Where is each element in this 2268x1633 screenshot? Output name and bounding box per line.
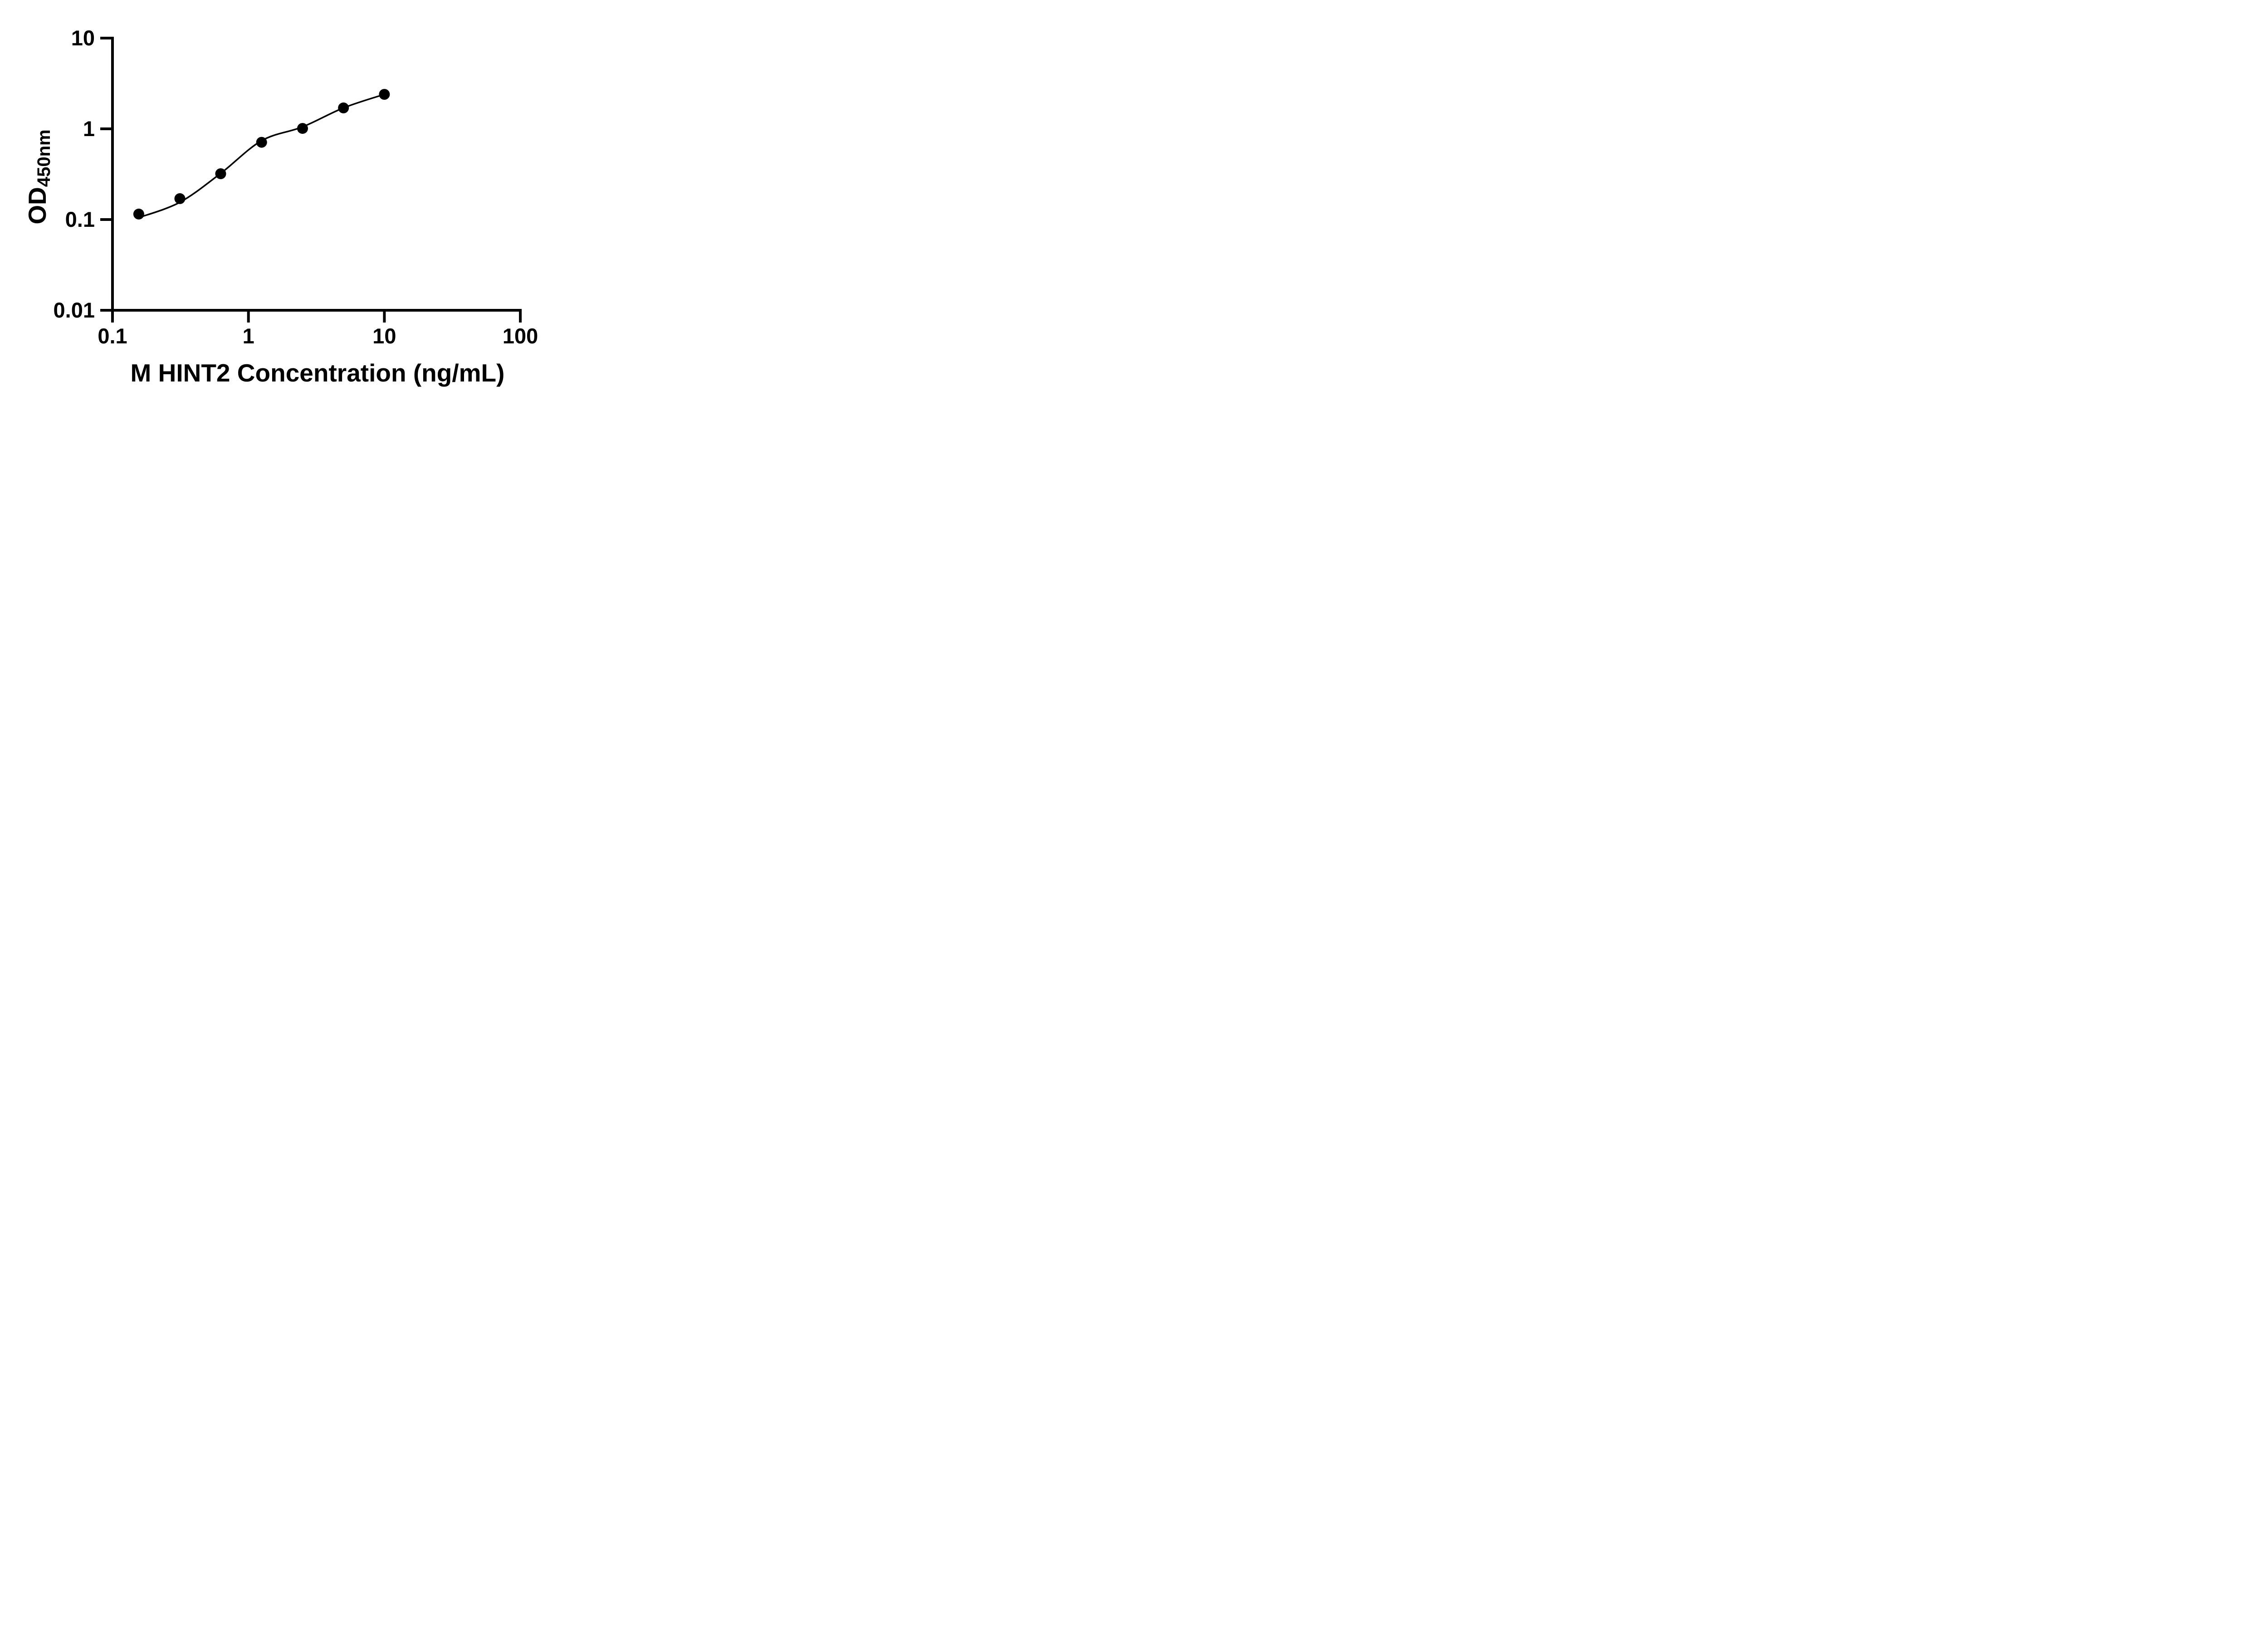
data-point-marker — [379, 89, 390, 100]
x-tick-label: 100 — [503, 324, 538, 348]
y-tick-label: 10 — [71, 26, 95, 50]
data-point-marker — [133, 208, 144, 220]
y-axis-title-subscript: 450nm — [34, 129, 54, 187]
x-tick-label: 0.1 — [98, 324, 127, 348]
data-point-marker — [297, 123, 308, 134]
elisa-standard-curve-figure: 10 1 0.1 0.01 0.1 1 10 100 M HINT2 Concentratio… — [0, 0, 583, 408]
y-tick-label: 0.01 — [54, 298, 95, 322]
data-point-marker — [338, 102, 349, 113]
y-tick-label: 0.1 — [65, 207, 95, 231]
data-point-marker — [215, 168, 226, 179]
x-tick-label: 1 — [243, 324, 254, 348]
axis-lines — [111, 37, 522, 312]
y-axis-title: OD450nm — [23, 129, 54, 225]
x-axis-title: M HINT2 Concentration (ng/mL) — [130, 359, 505, 387]
data-point-marker — [174, 193, 186, 204]
x-tick-label: 10 — [372, 324, 396, 348]
data-point-marker — [256, 137, 267, 148]
y-axis-title-main: OD — [23, 187, 51, 225]
y-tick-label: 1 — [83, 117, 95, 141]
